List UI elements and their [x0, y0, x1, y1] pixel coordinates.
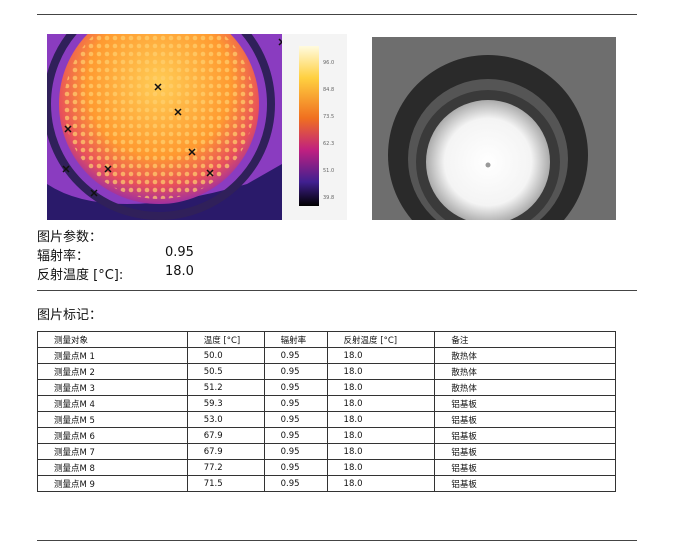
- cell: 测量点M 2: [37, 363, 188, 380]
- cell: 18.0: [326, 363, 436, 380]
- cell: 测量点M 4: [37, 395, 188, 412]
- cell: 铝基板: [434, 443, 616, 460]
- row: 测量点M 5 53.0 0.95 18.0 铝基板: [37, 411, 616, 428]
- cell: 18.0: [326, 475, 436, 492]
- cell: 散热体: [434, 363, 616, 380]
- param-label: 辐射率：: [37, 249, 90, 264]
- cell: 18.0: [326, 459, 436, 476]
- section-title: 图片标记：: [37, 308, 103, 323]
- cell: 测量点M 8: [37, 459, 188, 476]
- cell: 0.95: [263, 363, 328, 380]
- cell: 散热体: [434, 347, 616, 364]
- cell: 测量点M 3: [37, 379, 188, 396]
- cell: 0.95: [263, 443, 328, 460]
- cell: 0.95: [263, 379, 328, 396]
- rule: [37, 290, 637, 291]
- cell: 67.9: [186, 443, 265, 460]
- cell: 测量点M 6: [37, 427, 188, 444]
- row: 测量点M 6 67.9 0.95 18.0 铝基板: [37, 427, 616, 444]
- cell: 71.5: [186, 475, 265, 492]
- cell: 铝基板: [434, 427, 616, 444]
- scale-label: 96.0: [323, 60, 334, 66]
- cell: 测量点M 1: [37, 347, 188, 364]
- scale-label: 51.0: [323, 168, 334, 174]
- cell: 77.2: [186, 459, 265, 476]
- scale-label: 39.8: [323, 195, 334, 201]
- cell: 50.5: [186, 363, 265, 380]
- cell: 18.0: [326, 395, 436, 412]
- cell: 反射温度 [°C]: [326, 331, 436, 348]
- cell: 67.9: [186, 427, 265, 444]
- row: 测量点M 3 51.2 0.95 18.0 散热体: [37, 379, 616, 396]
- header-row: 测量对象 温度 [°C] 辐射率 反射温度 [°C] 备注: [37, 331, 616, 348]
- param-value: 18.0: [165, 264, 194, 279]
- cell: 测量点M 5: [37, 411, 188, 428]
- cell: 0.95: [263, 395, 328, 412]
- param-label: 反射温度 [°C]:: [37, 268, 124, 283]
- row: 测量点M 9 71.5 0.95 18.0 铝基板: [37, 475, 616, 492]
- cell: 测量对象: [37, 331, 188, 348]
- cell: 18.0: [326, 347, 436, 364]
- cell: 铝基板: [434, 475, 616, 492]
- rule: [37, 540, 637, 541]
- thermal-image: 96.0 84.8 73.5 62.3 51.0 39.8: [47, 34, 347, 220]
- cell: 0.95: [263, 475, 328, 492]
- cell: 散热体: [434, 379, 616, 396]
- cell: 50.0: [186, 347, 265, 364]
- cell: 53.0: [186, 411, 265, 428]
- cell: 0.95: [263, 347, 328, 364]
- cell: 测量点M 7: [37, 443, 188, 460]
- marks-table: 测量对象 温度 [°C] 辐射率 反射温度 [°C] 备注 测量点M 1 50.0 0.95 1…: [37, 331, 616, 492]
- param-value: 0.95: [165, 245, 194, 260]
- section-title: 图片参数：: [37, 230, 103, 245]
- cell: 铝基板: [434, 459, 616, 476]
- cell: 备注: [434, 331, 616, 348]
- photo: [372, 37, 616, 220]
- cell: 18.0: [326, 427, 436, 444]
- rule: [37, 14, 637, 15]
- scale-label: 62.3: [323, 141, 334, 147]
- row: 测量点M 4 59.3 0.95 18.0 铝基板: [37, 395, 616, 412]
- cell: 测量点M 9: [37, 475, 188, 492]
- cell: 18.0: [326, 379, 436, 396]
- row: 测量点M 1 50.0 0.95 18.0 散热体: [37, 347, 616, 364]
- cell: 59.3: [186, 395, 265, 412]
- cell: 0.95: [263, 411, 328, 428]
- cell: 铝基板: [434, 411, 616, 428]
- cell: 辐射率: [263, 331, 328, 348]
- row: 测量点M 2 50.5 0.95 18.0 散热体: [37, 363, 616, 380]
- scale-label: 73.5: [323, 114, 334, 120]
- row: 测量点M 8 77.2 0.95 18.0 铝基板: [37, 459, 616, 476]
- cell: 0.95: [263, 459, 328, 476]
- cell: 51.2: [186, 379, 265, 396]
- cell: 铝基板: [434, 395, 616, 412]
- cell: 0.95: [263, 427, 328, 444]
- scale-label: 84.8: [323, 87, 334, 93]
- cell: 18.0: [326, 411, 436, 428]
- cell: 温度 [°C]: [186, 331, 265, 348]
- cell: 18.0: [326, 443, 436, 460]
- row: 测量点M 7 67.9 0.95 18.0 铝基板: [37, 443, 616, 460]
